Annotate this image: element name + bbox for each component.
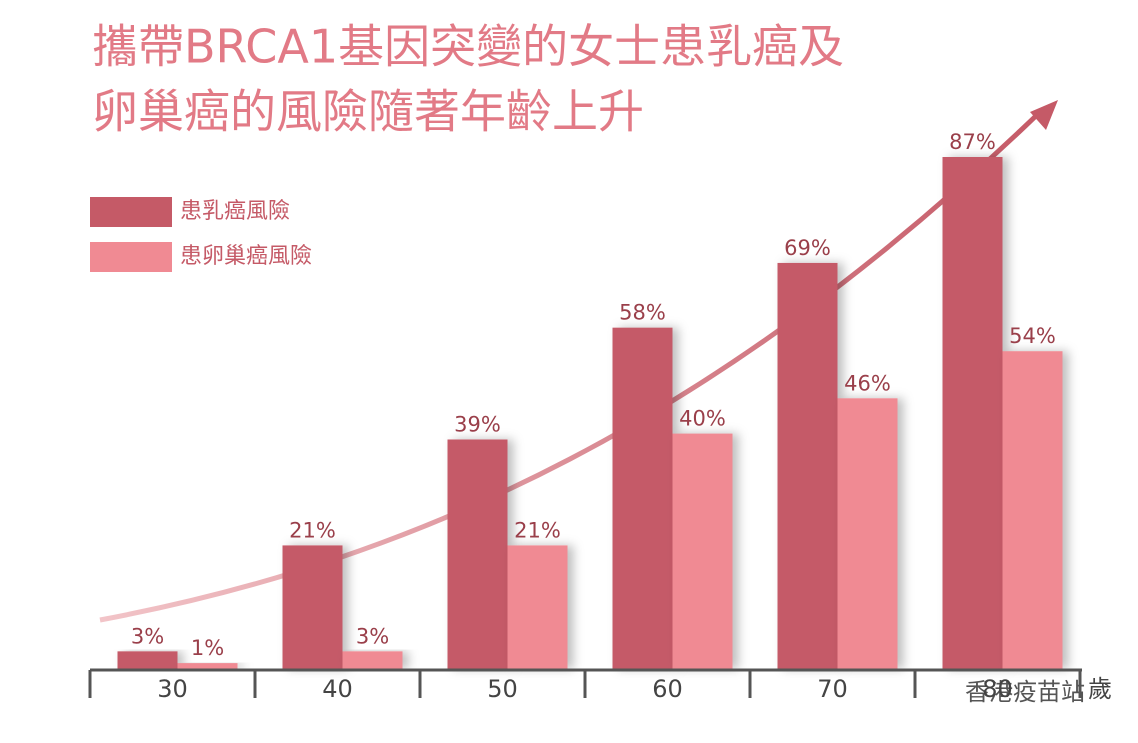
value-label: 39%	[454, 412, 501, 436]
value-label: 69%	[784, 236, 831, 260]
watermark: 香港疫苗站	[965, 678, 1085, 706]
legend-swatch	[90, 242, 172, 272]
chart-title: 卵巢癌的風險隨著年齡上升	[92, 85, 644, 139]
bar	[1002, 351, 1063, 669]
value-label: 21%	[289, 518, 336, 542]
value-label: 3%	[356, 624, 389, 648]
trend-arrow	[99, 110, 1042, 623]
x-tick-label: 60	[652, 675, 683, 703]
bar	[342, 651, 403, 669]
legend-label: 患乳癌風險	[180, 199, 290, 224]
value-label: 54%	[1009, 324, 1056, 348]
value-label: 58%	[619, 301, 666, 325]
value-label: 46%	[844, 371, 891, 395]
bar	[117, 651, 178, 669]
x-tick-label: 50	[487, 675, 518, 703]
value-label: 1%	[191, 636, 224, 660]
value-label: 3%	[131, 624, 164, 648]
bar	[282, 545, 343, 669]
x-tick-label: 30	[157, 675, 188, 703]
legend-swatch	[90, 197, 172, 227]
bar	[672, 433, 733, 669]
bar	[942, 157, 1003, 669]
bar	[777, 262, 838, 669]
x-tick-label: 70	[817, 675, 848, 703]
bar	[447, 439, 508, 669]
x-tick-label: 80	[982, 675, 1013, 703]
x-tick-label: 40	[322, 675, 353, 703]
value-label: 21%	[514, 518, 561, 542]
bar	[612, 327, 673, 669]
bar	[507, 545, 568, 669]
arrow-head	[1030, 100, 1058, 130]
value-label: 87%	[949, 130, 996, 154]
x-unit: 歲	[1088, 675, 1112, 703]
value-label: 40%	[679, 407, 726, 431]
chart-title: 攜帶BRCA1基因突變的女士患乳癌及	[92, 20, 844, 74]
bar	[837, 398, 898, 669]
bar	[177, 663, 238, 669]
legend-label: 患卵巢癌風險	[180, 244, 312, 269]
